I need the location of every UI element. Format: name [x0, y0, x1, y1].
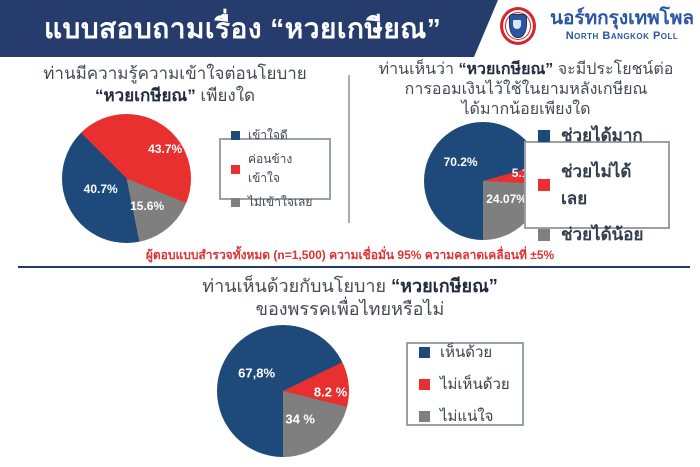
question-2-lead: ท่านเห็นว่า — [378, 61, 459, 78]
pie1-gray-value: 15.6% — [130, 198, 165, 213]
legend-label: ไม่แน่ใจ — [440, 408, 494, 425]
shield-icon — [509, 14, 527, 38]
legend-label: ไม่เห็นด้วย — [440, 376, 510, 393]
legend-3: เห็นด้วย ไม่เห็นด้วย ไม่แน่ใจ — [406, 342, 524, 426]
legend-label: เห็นด้วย — [440, 344, 493, 361]
question-3-line2: ของพรรคเพื่อไทยหรือไม่ — [255, 299, 445, 319]
question-2-tail: จะมีประโยชน์ต่อ — [553, 61, 674, 78]
question-1-tail: เพียงใด — [195, 86, 256, 105]
logo-thai-name: นอร์ทกรุงเทพโพล — [549, 8, 695, 29]
question-1: ท่านมีความรู้ความเข้าใจต่อนโยบาย “หวยเกษ… — [0, 63, 350, 107]
pie2-gray-value: 24.07% — [486, 191, 527, 206]
legend-item: เห็นด้วย — [419, 340, 511, 364]
red-swatch-icon — [538, 179, 550, 191]
pie3-gray-value: 34 % — [285, 411, 315, 427]
gray-swatch-icon — [538, 228, 550, 241]
header-banner: แบบสอบถามเรื่อง “หวยเกษียณ” นอร์ทกรุงเทพ… — [0, 0, 700, 57]
legend-item: ช่วยไม่ได้เลย — [538, 158, 656, 212]
pie3-blue-value: 67,8% — [238, 365, 276, 381]
legend-item: ไม่แน่ใจ — [419, 404, 511, 428]
pie3-red-value: 8.2 % — [313, 384, 348, 400]
gray-swatch-icon — [231, 198, 240, 207]
pie-chart-2: 70.2% 5.1% 24.07% — [424, 122, 542, 240]
question-1-line1: ท่านมีความรู้ความเข้าใจต่อนโยบาย — [43, 64, 307, 83]
question-2-keyword: “หวยเกษียณ” — [458, 61, 554, 78]
legend-item: ค่อนข้างเข้าใจ — [231, 150, 319, 188]
north-bangkok-poll-wordmark: นอร์ทกรุงเทพโพล North Bangkok Poll — [548, 8, 696, 42]
gray-swatch-icon — [419, 410, 430, 422]
legend-label: ช่วยได้มาก — [561, 126, 643, 145]
legend-item: ช่วยได้มาก — [538, 122, 656, 149]
question-3-keyword: “หวยเกษียณ” — [391, 276, 498, 296]
pie1-red-value: 43.7% — [148, 141, 183, 156]
legend-label: เข้าใจดี — [248, 128, 288, 142]
question-1-keyword: “หวยเกษียณ” — [94, 86, 196, 105]
question-2-line3: ได้มากน้อยเพียงใด — [461, 101, 591, 118]
page-title: แบบสอบถามเรื่อง “หวยเกษียณ” — [44, 13, 442, 44]
north-bangkok-poll-logo-icon — [500, 7, 536, 45]
question-2: ท่านเห็นว่า “หวยเกษียณ” จะมีประโยชน์ต่อ … — [352, 60, 700, 120]
pie-chart-3: 67,8% 8.2 % 34 % — [217, 325, 349, 457]
red-swatch-icon — [419, 378, 430, 390]
pie2-blue-value: 70.2% — [443, 155, 478, 170]
blue-swatch-icon — [419, 346, 430, 358]
logo-english-name: North Bangkok Poll — [565, 30, 679, 42]
legend-item: ไม่เห็นด้วย — [419, 372, 511, 396]
legend-item: เข้าใจดี — [231, 126, 319, 145]
legend-item: ไม่เข้าใจเลย — [231, 193, 319, 212]
pie-chart-1: 40.7% 43.7% 15.6% — [62, 114, 191, 243]
section-divider — [18, 266, 690, 268]
legend-label: ไม่เข้าใจเลย — [248, 195, 313, 209]
header-logo-area: นอร์ทกรุงเทพโพล North Bangkok Poll — [474, 0, 700, 57]
blue-swatch-icon — [538, 129, 550, 142]
vertical-divider — [348, 75, 350, 223]
legend-label: ช่วยได้น้อย — [561, 225, 644, 244]
survey-note: ผู้ตอบแบบสำรวจทั้งหมด (n=1,500) ความเชื่… — [145, 248, 555, 262]
pie1-blue-value: 40.7% — [83, 181, 118, 196]
legend-2: ช่วยได้มาก ช่วยไม่ได้เลย ช่วยได้น้อย — [524, 126, 670, 244]
question-3-lead: ท่านเห็นด้วยกับนโยบาย — [202, 276, 392, 296]
red-swatch-icon — [231, 164, 240, 174]
legend-item: ช่วยได้น้อย — [538, 221, 656, 248]
question-2-line2: การออมเงินไว้ใช้ในยามหลังเกษียณ — [404, 81, 648, 98]
legend-label: ช่วยไม่ได้เลย — [561, 162, 632, 208]
legend-1: เข้าใจดี ค่อนข้างเข้าใจ ไม่เข้าใจเลย — [219, 128, 331, 209]
blue-swatch-icon — [231, 131, 240, 140]
question-3: ท่านเห็นด้วยกับนโยบาย “หวยเกษียณ” ของพรร… — [0, 275, 700, 321]
legend-label: ค่อนข้างเข้าใจ — [248, 152, 293, 185]
